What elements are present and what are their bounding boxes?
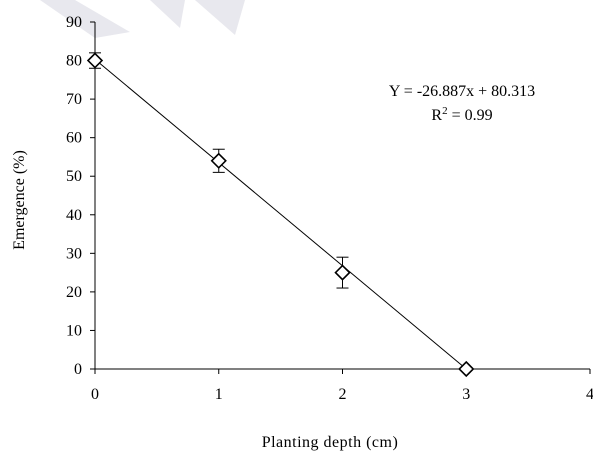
data-points <box>86 52 475 378</box>
r2-superscript: 2 <box>442 105 448 117</box>
data-point-0 <box>86 52 104 69</box>
data-point-3 <box>458 360 475 378</box>
equation-annotation: Y = -26.887x + 80.313 <box>389 83 535 100</box>
r2-suffix: = 0.99 <box>448 107 493 124</box>
data-point-2 <box>334 264 351 281</box>
y-axis-title: Emergence (%) <box>11 150 28 250</box>
tick-labels: 0 10 20 30 40 50 60 70 80 90 0 1 2 3 4 <box>66 14 593 403</box>
watermark-shapes <box>40 0 245 38</box>
x-tick-label-3: 3 <box>462 386 470 403</box>
x-axis-title: Planting depth (cm) <box>262 434 399 451</box>
y-tick-label-70: 70 <box>66 91 82 108</box>
y-tick-label-50: 50 <box>66 168 82 185</box>
r2-prefix: R <box>431 107 442 124</box>
y-tick-label-90: 90 <box>66 14 82 31</box>
trendline <box>94 58 467 370</box>
data-point-1 <box>210 152 227 169</box>
y-tick-label-60: 60 <box>66 130 82 147</box>
y-tick-label-30: 30 <box>66 245 82 262</box>
trendline-group <box>94 58 467 370</box>
y-tick-label-40: 40 <box>66 207 82 224</box>
y-tick-label-0: 0 <box>74 361 82 378</box>
y-tick-label-20: 20 <box>66 284 82 301</box>
x-tick-label-2: 2 <box>339 386 347 403</box>
axes <box>94 22 590 370</box>
error-bars <box>89 52 349 289</box>
x-tick-label-0: 0 <box>91 386 99 403</box>
r-squared-annotation: R2 = 0.99 <box>431 105 492 124</box>
y-tick-label-80: 80 <box>66 53 82 70</box>
x-tick-label-1: 1 <box>215 386 223 403</box>
x-tick-label-4: 4 <box>586 386 593 403</box>
y-tick-label-10: 10 <box>66 322 82 339</box>
tick-marks <box>90 21 591 374</box>
